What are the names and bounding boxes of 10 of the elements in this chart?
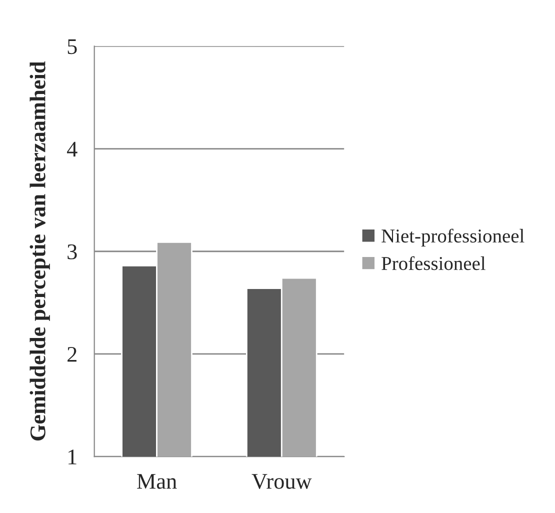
y-tick-label: 4	[67, 142, 78, 156]
x-tick-label: Man	[137, 474, 177, 489]
legend-label: Niet-professioneel	[382, 228, 524, 247]
y-axis-title: Gemiddelde perceptie van leerzaamheid	[30, 61, 50, 440]
legend-label: Professioneel	[382, 256, 486, 270]
x-tick-label: Vrouw	[252, 474, 312, 489]
y-tick-label: 3	[68, 244, 77, 260]
y-tick-label: 2	[68, 346, 76, 362]
y-tick-label: 1	[68, 450, 76, 464]
y-tick-label: 5	[68, 39, 77, 54]
